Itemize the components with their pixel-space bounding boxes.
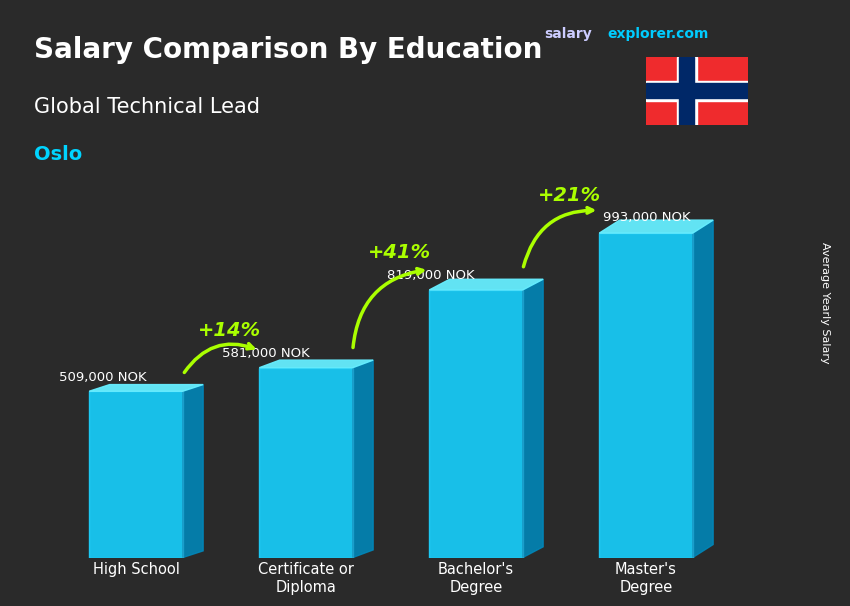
Text: Global Technical Lead: Global Technical Lead xyxy=(34,97,260,117)
Polygon shape xyxy=(599,233,693,558)
Bar xyxy=(679,57,694,125)
Polygon shape xyxy=(183,385,203,558)
Text: +41%: +41% xyxy=(368,243,431,262)
Polygon shape xyxy=(259,360,373,368)
Text: Average Yearly Salary: Average Yearly Salary xyxy=(819,242,830,364)
Polygon shape xyxy=(693,220,713,558)
Polygon shape xyxy=(353,360,373,558)
Text: 509,000 NOK: 509,000 NOK xyxy=(59,371,146,384)
Text: Oslo: Oslo xyxy=(34,145,82,164)
Text: salary: salary xyxy=(544,27,592,41)
Polygon shape xyxy=(523,279,543,558)
Bar xyxy=(677,57,697,125)
Bar xyxy=(646,81,748,101)
Text: 819,000 NOK: 819,000 NOK xyxy=(387,268,474,282)
Bar xyxy=(646,84,748,98)
Polygon shape xyxy=(599,220,713,233)
Polygon shape xyxy=(259,368,353,558)
Text: +21%: +21% xyxy=(538,186,601,205)
Polygon shape xyxy=(429,279,543,290)
Text: Salary Comparison By Education: Salary Comparison By Education xyxy=(34,36,542,64)
Polygon shape xyxy=(89,391,183,558)
Polygon shape xyxy=(429,290,523,558)
Text: 581,000 NOK: 581,000 NOK xyxy=(222,347,309,360)
Text: explorer.com: explorer.com xyxy=(608,27,709,41)
Polygon shape xyxy=(259,368,353,558)
Polygon shape xyxy=(89,385,203,391)
Text: 993,000 NOK: 993,000 NOK xyxy=(603,211,690,224)
Text: +14%: +14% xyxy=(198,321,261,339)
Polygon shape xyxy=(89,391,183,558)
Polygon shape xyxy=(599,233,693,558)
Polygon shape xyxy=(429,290,523,558)
